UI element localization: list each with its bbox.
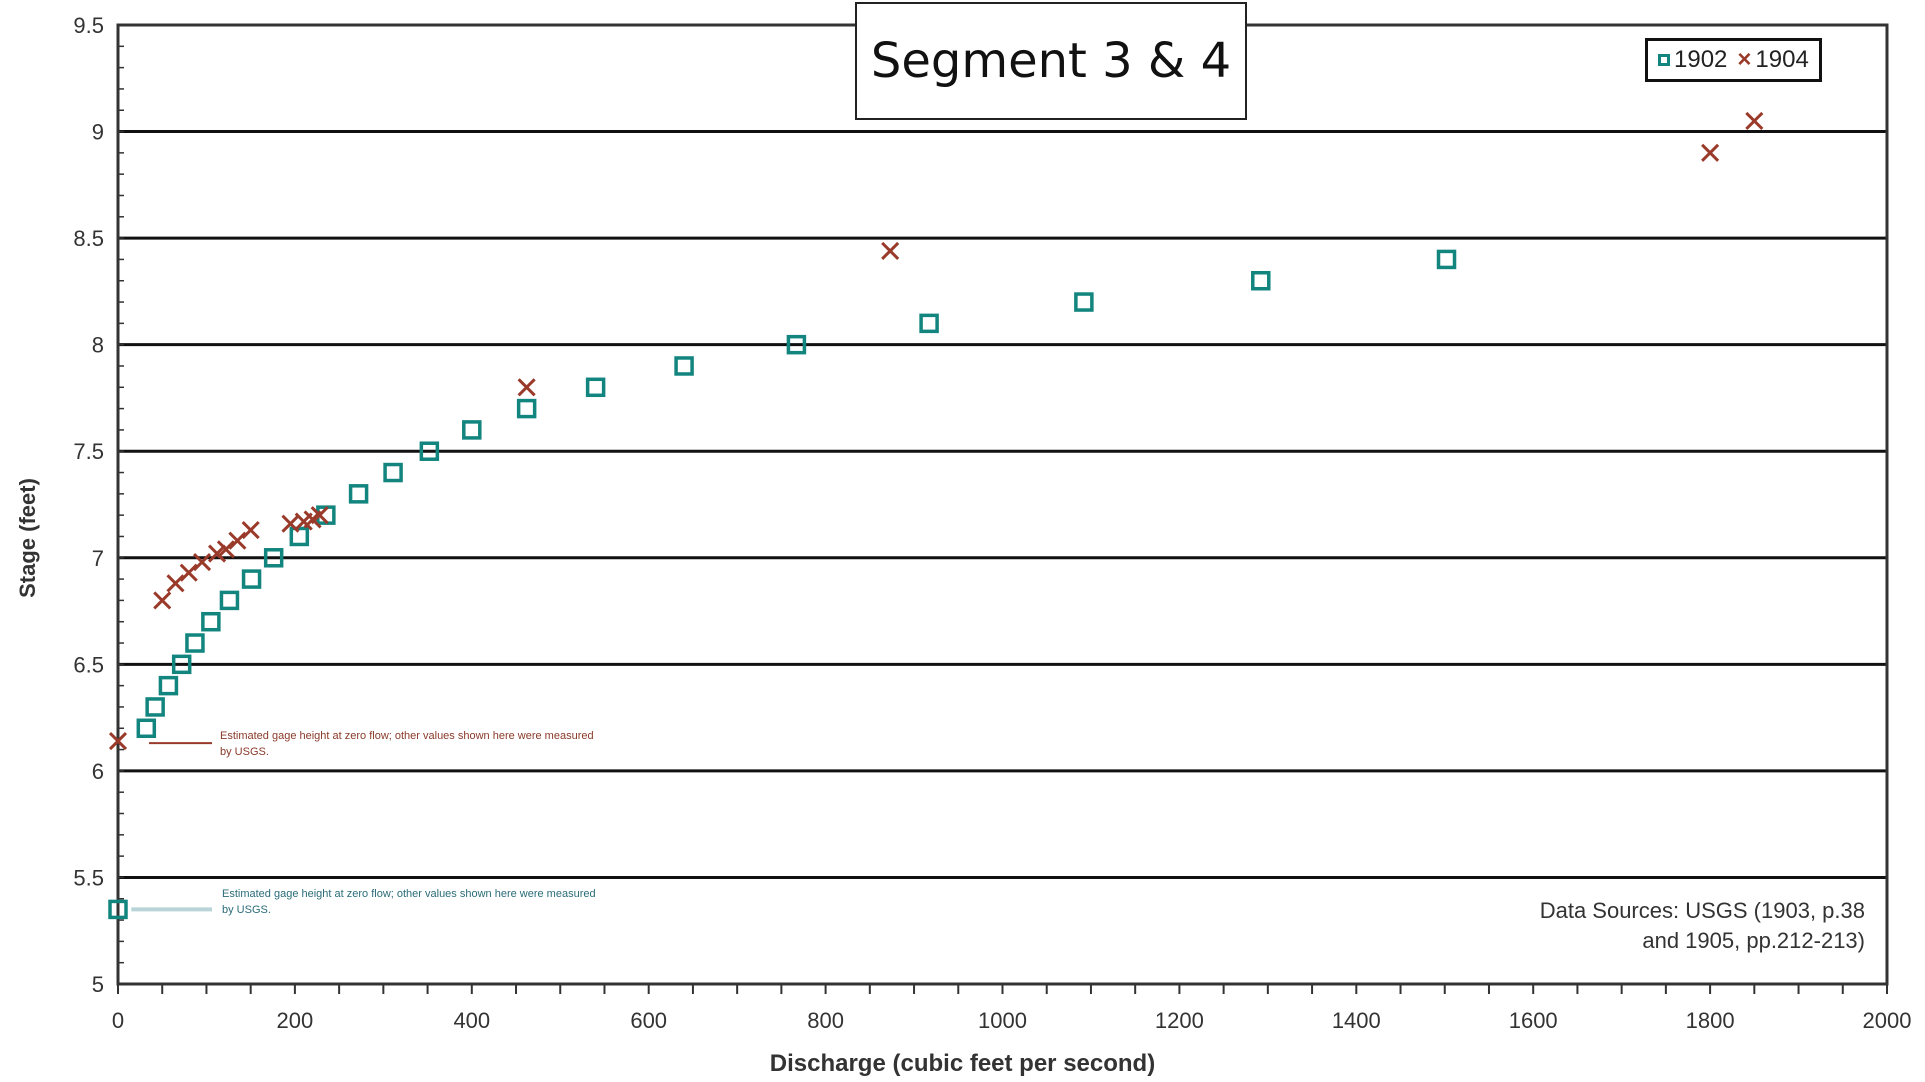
x-tick-label: 800: [807, 1008, 844, 1033]
square-marker-icon: [1658, 54, 1670, 66]
data-point-1902: [383, 462, 403, 483]
data-point-1904: [179, 563, 198, 582]
y-tick-label: 9.5: [73, 13, 104, 38]
data-point-1902: [201, 611, 221, 632]
chart-legend: 1902 × 1904: [1645, 38, 1822, 82]
x-tick-label: 1800: [1686, 1008, 1735, 1033]
data-point-1902: [241, 569, 262, 589]
data-point-1902: [158, 675, 179, 696]
data-point-1902: [919, 313, 939, 334]
data-point-1902: [219, 590, 240, 611]
legend-label-1902: 1902: [1674, 46, 1728, 73]
data-point-1904: [241, 521, 260, 540]
legend-entry-1902: 1902: [1658, 46, 1727, 74]
y-tick-label: 9: [92, 120, 104, 145]
data-point-1902: [263, 548, 284, 568]
data-point-1904: [166, 574, 185, 593]
x-tick-label: 600: [630, 1008, 667, 1033]
x-marker-icon: ×: [1737, 46, 1752, 73]
y-tick-label: 6.5: [73, 652, 104, 677]
data-point-1904: [228, 531, 247, 550]
x-tick-label: 200: [277, 1008, 314, 1033]
data-point-1902: [348, 484, 369, 504]
data-point-1902: [674, 356, 694, 376]
data-point-1902: [1251, 270, 1271, 291]
data-point-1904: [108, 731, 128, 751]
data-point-1904: [517, 378, 536, 397]
annotation-1902-zero-flow: Estimated gage height at zero flow; othe…: [222, 888, 596, 916]
data-point-1902: [516, 398, 537, 419]
chart-title: Segment 3 & 4: [855, 2, 1247, 120]
data-point-1904: [216, 540, 235, 559]
y-tick-label: 5: [92, 972, 104, 997]
y-tick-label: 5.5: [73, 865, 104, 890]
data-point-1902: [136, 718, 157, 739]
x-tick-label: 2000: [1863, 1008, 1912, 1033]
y-tick-label: 7.5: [73, 439, 104, 464]
annotation-1904-zero-flow: Estimated gage height at zero flow; othe…: [220, 730, 594, 758]
data-point-1902: [585, 377, 606, 398]
data-point-1902: [108, 899, 128, 920]
data-point-1904: [153, 591, 172, 610]
x-tick-label: 1000: [978, 1008, 1027, 1033]
x-axis-label: Discharge (cubic feet per second): [769, 1050, 1156, 1077]
y-axis-label: Stage (feet): [15, 478, 40, 598]
legend-label-1904: 1904: [1755, 46, 1809, 73]
x-tick-label: 400: [453, 1008, 490, 1033]
data-point-1904: [1701, 143, 1720, 162]
x-tick-label: 1400: [1332, 1008, 1381, 1033]
data-point-1904: [192, 552, 212, 572]
x-tick-label: 1600: [1509, 1008, 1558, 1033]
data-sources-line-1: Data Sources: USGS (1903, p.38: [1539, 898, 1865, 923]
data-point-1904: [881, 241, 900, 260]
y-tick-label: 6: [92, 759, 104, 784]
data-point-1902: [1074, 292, 1094, 312]
data-point-1904: [208, 544, 227, 563]
data-point-1902: [786, 334, 807, 355]
y-tick-label: 8.5: [73, 226, 104, 251]
plot-area: [116, 23, 1889, 986]
y-tick-label: 7: [92, 546, 104, 571]
data-point-1902: [185, 633, 205, 653]
data-sources: Data Sources: USGS (1903, p.38 and 1905,…: [1540, 896, 1865, 956]
data-sources-line-2: and 1905, pp.212-213): [1642, 928, 1865, 953]
x-tick-label: 0: [112, 1008, 124, 1033]
legend-entry-1904: × 1904: [1737, 46, 1808, 74]
data-point-1902: [419, 441, 440, 461]
data-point-1902: [171, 654, 192, 675]
x-tick-label: 1200: [1155, 1008, 1204, 1033]
data-point-1902: [289, 526, 310, 547]
y-tick-label: 8: [92, 333, 104, 358]
data-point-1904: [310, 506, 329, 525]
data-point-1902: [145, 697, 165, 717]
data-point-1904: [1745, 111, 1764, 130]
data-point-1902: [462, 420, 482, 440]
data-point-1902: [1436, 249, 1457, 270]
